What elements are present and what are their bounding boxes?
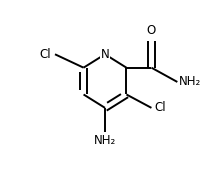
- Text: NH₂: NH₂: [179, 75, 201, 88]
- Text: N: N: [101, 48, 109, 61]
- Text: NH₂: NH₂: [94, 134, 116, 147]
- Text: O: O: [147, 24, 156, 37]
- Text: Cl: Cl: [39, 48, 51, 61]
- Text: Cl: Cl: [154, 101, 166, 114]
